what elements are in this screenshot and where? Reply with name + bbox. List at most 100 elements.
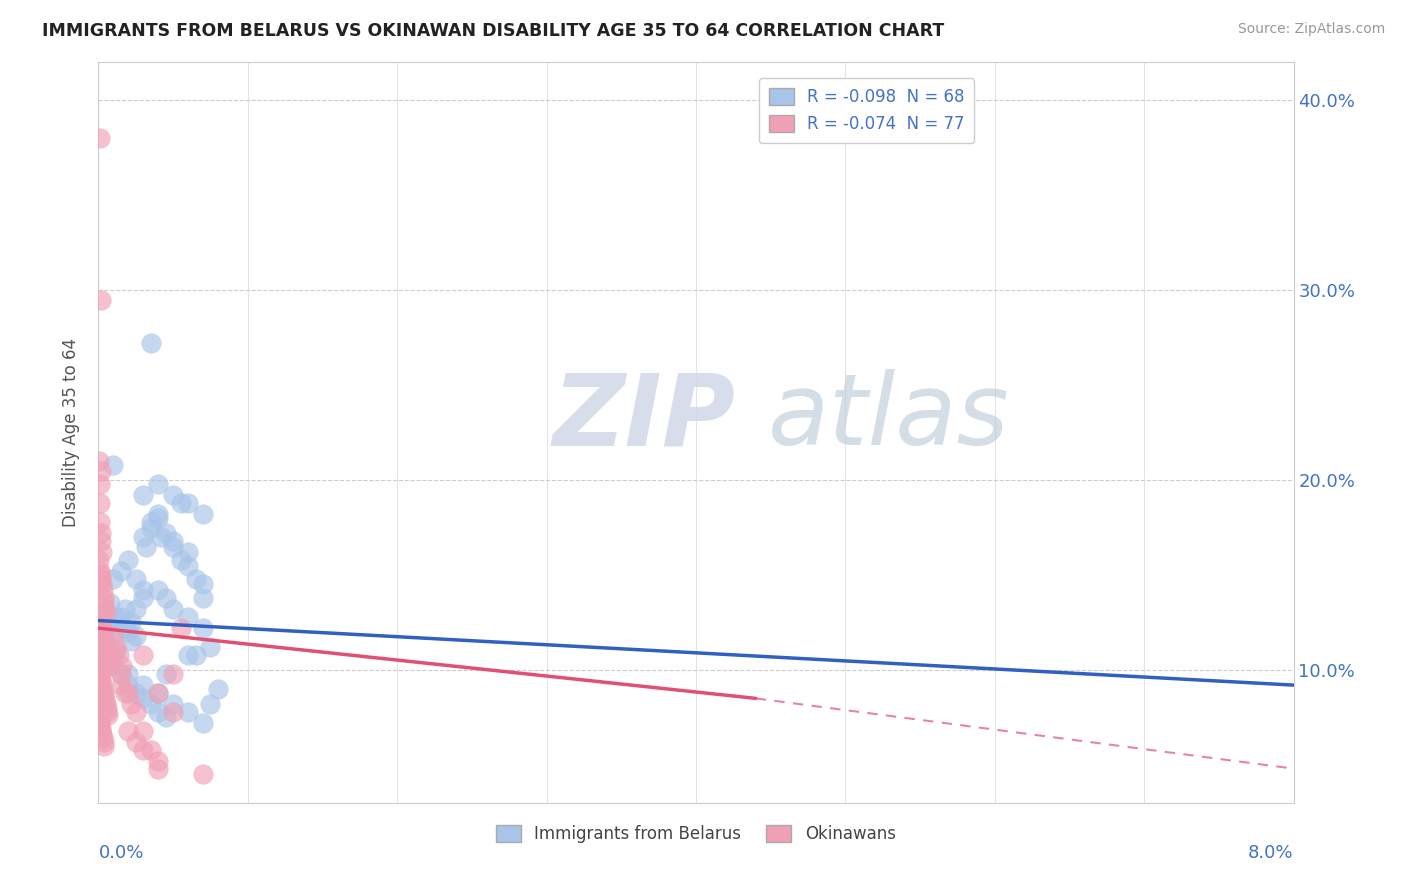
Point [91,583,114,598]
Point [117,678,139,692]
Point [93,640,115,654]
Point [110,564,132,578]
Point [93,686,115,700]
Point [91,629,114,643]
Text: Source: ZipAtlas.com: Source: ZipAtlas.com [1237,22,1385,37]
Point [132,691,155,706]
Point [139,336,162,351]
Point [162,540,184,554]
Point [155,710,177,724]
Point [117,624,139,639]
Point [90,572,112,586]
Point [155,526,177,541]
Point [177,609,200,624]
Point [94,648,117,662]
Point [91,624,114,639]
Point [117,686,139,700]
Point [125,602,148,616]
Point [155,666,177,681]
Point [96,705,118,719]
Point [177,648,200,662]
Point [125,686,148,700]
Point [184,572,207,586]
Point [132,583,155,598]
Point [90,720,112,734]
Point [114,602,136,616]
Point [103,648,125,662]
Point [94,697,117,711]
Text: IMMIGRANTS FROM BELARUS VS OKINAWAN DISABILITY AGE 35 TO 64 CORRELATION CHART: IMMIGRANTS FROM BELARUS VS OKINAWAN DISA… [42,22,945,40]
Point [103,615,125,630]
Point [91,681,114,696]
Point [162,697,184,711]
Point [105,609,128,624]
Point [148,754,170,768]
Point [191,767,214,781]
Point [89,716,111,731]
Point [91,545,114,559]
Point [96,656,118,670]
Point [139,697,162,711]
Point [139,520,162,534]
Point [94,606,117,620]
Point [105,640,128,654]
Point [114,686,136,700]
Point [110,609,132,624]
Point [150,530,173,544]
Point [91,634,114,648]
Point [200,697,222,711]
Point [132,648,155,662]
Point [90,533,112,548]
Point [177,545,200,559]
Text: 8.0%: 8.0% [1249,844,1294,862]
Point [93,690,115,704]
Point [103,659,125,673]
Point [91,577,114,591]
Point [90,615,112,630]
Point [191,577,214,591]
Point [103,572,125,586]
Point [90,723,112,738]
Point [93,597,115,611]
Point [89,496,111,510]
Point [148,686,170,700]
Point [162,602,184,616]
Point [120,697,142,711]
Point [132,723,155,738]
Point [90,674,112,689]
Point [94,693,117,707]
Point [184,648,207,662]
Point [177,705,200,719]
Point [91,731,114,746]
Point [89,666,111,681]
Point [94,602,117,616]
Point [96,651,118,665]
Point [155,591,177,605]
Point [132,678,155,692]
Point [103,458,125,472]
Point [148,686,170,700]
Point [132,530,155,544]
Text: 0.0%: 0.0% [98,844,143,862]
Point [148,508,170,522]
Point [120,615,142,630]
Point [91,678,114,692]
Point [103,629,125,643]
Point [94,621,117,635]
Point [148,705,170,719]
Point [117,553,139,567]
Point [200,640,222,654]
Point [169,553,191,567]
Point [90,526,112,541]
Point [97,708,120,723]
Text: atlas: atlas [768,369,1010,467]
Point [117,666,139,681]
Point [98,597,122,611]
Point [125,572,148,586]
Point [93,591,115,605]
Point [120,634,142,648]
Point [89,131,111,145]
Point [148,511,170,525]
Point [90,568,112,582]
Point [148,476,170,491]
